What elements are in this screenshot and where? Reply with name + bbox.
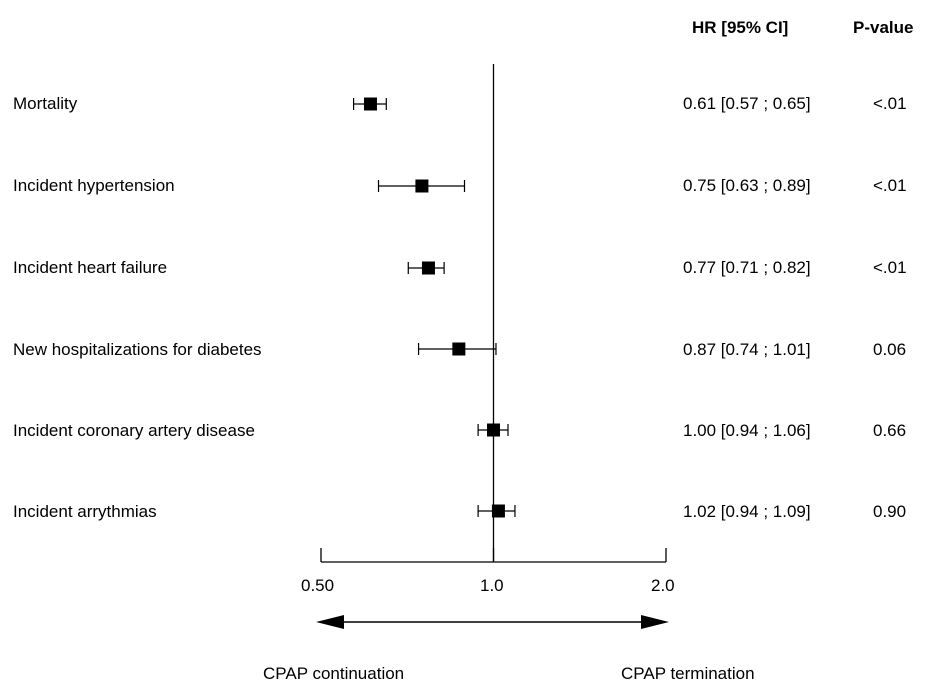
point-estimate	[452, 342, 466, 356]
row-p-value: <.01	[873, 176, 907, 195]
point-estimate	[415, 179, 429, 193]
row-p-value: 0.90	[873, 502, 907, 521]
row-label: Incident arrythmias	[13, 502, 157, 521]
direction-arrow-right-head	[641, 615, 669, 629]
tick-label-1: 1.0	[480, 576, 504, 595]
row-hr-ci: 1.02 [0.94 ; 1.09]	[683, 502, 811, 521]
row-hr-ci: 0.77 [0.71 ; 0.82]	[683, 258, 811, 277]
direction-label-right: CPAP termination	[621, 664, 755, 683]
point-estimate	[487, 423, 500, 437]
row-label: Mortality	[13, 94, 78, 113]
row-label: Incident heart failure	[13, 258, 168, 277]
tick-label-0: 0.50	[301, 576, 335, 595]
direction-label-left: CPAP continuation	[263, 664, 405, 683]
row-label: Incident coronary artery disease	[13, 421, 255, 440]
row-hr-ci: 0.61 [0.57 ; 0.65]	[683, 94, 811, 113]
row-hr-ci: 0.75 [0.63 ; 0.89]	[683, 176, 811, 195]
row-label: Incident hypertension	[13, 176, 175, 195]
row-p-value: 0.66	[873, 421, 907, 440]
point-estimate	[363, 97, 377, 111]
p-value-header: P-value	[853, 18, 914, 37]
row-label: New hospitalizations for diabetes	[13, 340, 262, 359]
row-p-value: 0.06	[873, 340, 907, 359]
point-estimate	[421, 261, 435, 275]
row-p-value: <.01	[873, 258, 907, 277]
tick-label-2: 2.0	[651, 576, 675, 595]
hr-ci-header: HR [95% CI]	[692, 18, 789, 37]
point-estimate	[491, 504, 505, 518]
row-hr-ci: 1.00 [0.94 ; 1.06]	[683, 421, 811, 440]
row-p-value: <.01	[873, 94, 907, 113]
direction-arrow-left-head	[316, 615, 344, 629]
row-hr-ci: 0.87 [0.74 ; 1.01]	[683, 340, 811, 359]
